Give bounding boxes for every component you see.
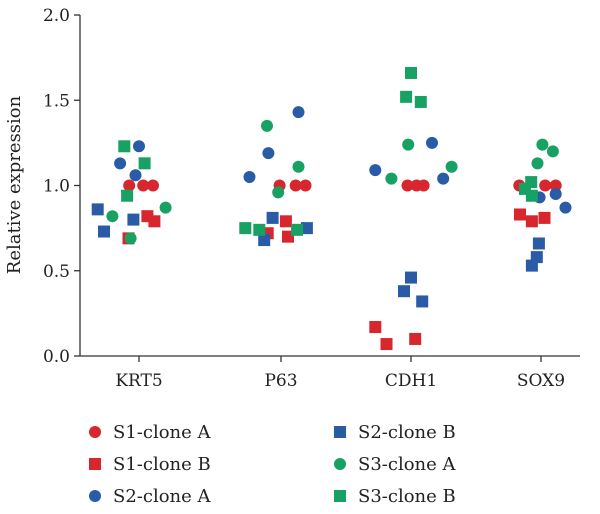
legend-marker [89, 490, 101, 502]
y-axis-title: Relative expression [4, 95, 25, 274]
data-point [405, 66, 417, 79]
legend-marker [334, 490, 346, 502]
legend-marker [89, 458, 101, 470]
y-tick-label: 2.0 [43, 6, 70, 26]
data-point [525, 215, 538, 228]
data-point [258, 234, 271, 247]
data-point [279, 215, 292, 228]
data-point [539, 179, 552, 192]
data-points [91, 66, 572, 351]
x-tick-label-krt5: KRT5 [115, 371, 162, 391]
y-tick-label: 1.0 [43, 177, 70, 197]
legend-label: S3-clone B [358, 486, 456, 507]
data-point [266, 211, 279, 224]
data-point [426, 136, 438, 149]
data-point [147, 179, 159, 192]
data-point [148, 215, 161, 228]
data-point [401, 179, 414, 192]
y-tick-label: 0.5 [43, 262, 70, 282]
data-point [414, 95, 427, 108]
data-point [300, 222, 313, 235]
data-point [261, 119, 273, 132]
legend-marker [334, 458, 346, 470]
data-point [239, 222, 252, 235]
data-point [437, 172, 450, 185]
data-point [402, 138, 415, 151]
data-point [525, 189, 538, 202]
data-point [536, 138, 549, 151]
data-point [114, 157, 127, 170]
data-point [91, 203, 104, 216]
x-tick-label-p63: P63 [264, 371, 297, 391]
data-point [127, 213, 140, 226]
data-point [243, 170, 256, 183]
legend-marker [334, 426, 346, 438]
data-point [559, 201, 572, 214]
data-point [299, 179, 312, 192]
legend-label: S1-clone B [113, 454, 211, 475]
legend-marker [89, 426, 101, 438]
data-point [138, 157, 151, 170]
data-point [106, 210, 119, 223]
data-point [262, 147, 275, 160]
data-point [291, 223, 304, 236]
data-point [549, 179, 562, 192]
legend-label: S2-clone B [358, 422, 456, 443]
data-point [546, 145, 559, 158]
data-point [369, 164, 382, 177]
data-point [137, 179, 150, 192]
legend-label: S3-clone A [358, 454, 457, 475]
data-point [369, 321, 382, 334]
data-point [538, 211, 551, 224]
data-point [282, 230, 294, 243]
legend-label: S2-clone A [113, 486, 212, 507]
data-point [532, 237, 545, 250]
data-point [405, 271, 417, 284]
legend: S1-clone A S1-clone B S2-clone A S2-clone B… [89, 422, 457, 507]
data-point [98, 225, 110, 238]
data-point [292, 160, 305, 173]
y-axis: 0.0 0.5 1.0 1.5 2.0 [43, 6, 81, 367]
data-point [531, 157, 544, 170]
data-point [272, 186, 285, 199]
data-point [118, 140, 131, 153]
data-point [123, 179, 136, 192]
data-point [380, 338, 393, 351]
data-point [445, 160, 458, 173]
data-point [417, 179, 430, 192]
data-point [514, 208, 526, 221]
x-tick-label-sox9: SOX9 [517, 371, 565, 391]
data-point [121, 189, 134, 202]
data-point [133, 140, 145, 153]
legend-label: S1-clone A [113, 422, 212, 443]
data-point [549, 188, 562, 201]
data-point [124, 232, 137, 245]
data-point [409, 332, 422, 345]
x-tick-label-cdh1: CDH1 [385, 371, 437, 391]
data-point [289, 179, 302, 192]
data-point [398, 285, 410, 298]
y-tick-label: 0.0 [43, 347, 70, 367]
data-point [530, 251, 543, 264]
y-tick-label: 1.5 [43, 91, 70, 111]
data-point [385, 172, 398, 185]
data-point [159, 201, 172, 214]
data-point [400, 90, 413, 103]
x-axis: KRT5 P63 CDH1 SOX9 [80, 355, 580, 391]
data-point [416, 295, 429, 308]
data-point [525, 176, 538, 189]
data-point [129, 169, 142, 182]
data-point [292, 106, 305, 119]
data-point [253, 223, 266, 236]
